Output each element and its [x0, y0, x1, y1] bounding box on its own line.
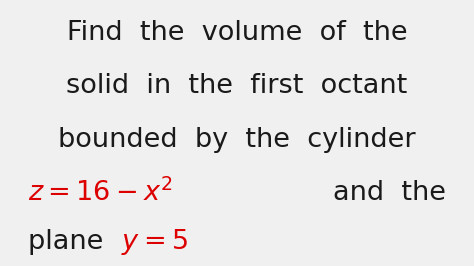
Text: plane: plane — [28, 229, 112, 255]
Text: Find  the  volume  of  the: Find the volume of the — [67, 20, 407, 46]
Text: solid  in  the  first  octant: solid in the first octant — [66, 73, 408, 99]
Text: bounded  by  the  cylinder: bounded by the cylinder — [58, 127, 416, 153]
Text: $y = 5$: $y = 5$ — [121, 227, 188, 257]
Text: $z = 16 - x^2$: $z = 16 - x^2$ — [28, 178, 173, 207]
Text: and  the: and the — [333, 180, 446, 206]
